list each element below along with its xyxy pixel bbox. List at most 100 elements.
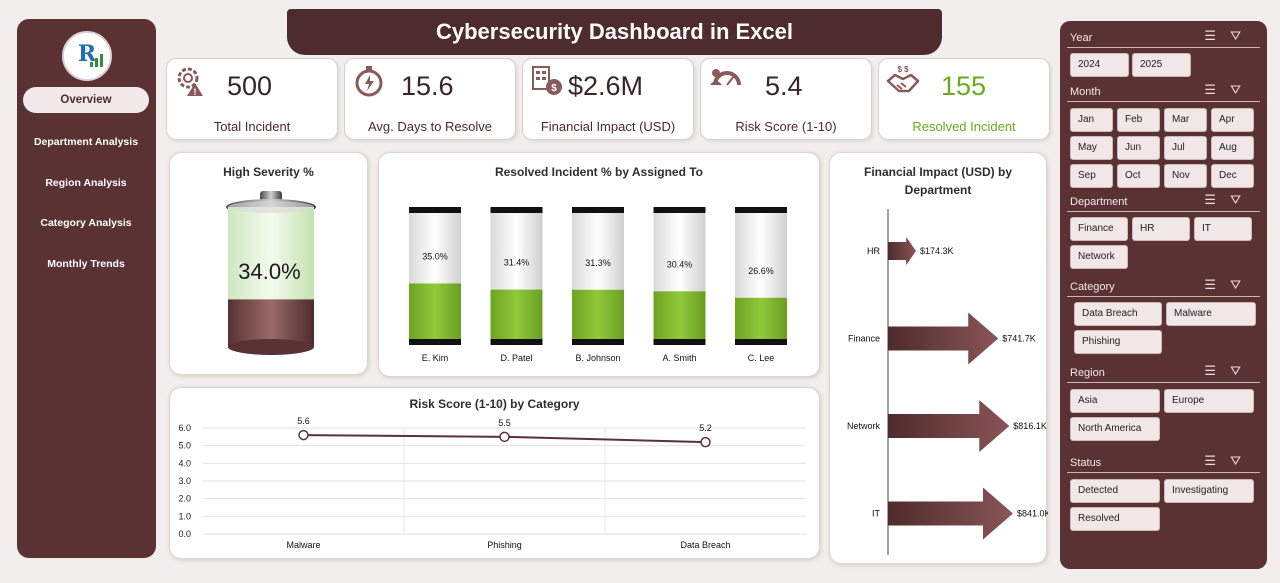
department-label: Network: [847, 421, 881, 431]
svg-text:$ $: $ $: [897, 65, 909, 74]
slicer-month-item[interactable]: May: [1070, 136, 1113, 160]
kpi-label: Avg. Days to Resolve: [367, 119, 493, 134]
panel-title: High Severity %: [223, 165, 314, 179]
finance-icon: $: [532, 66, 562, 95]
slicer-region-item[interactable]: Asia: [1070, 389, 1160, 413]
kpi-card-resolved-incident: $ $ 155 Resolved Incident: [878, 58, 1050, 140]
kpi-label: Resolved Incident: [912, 119, 1016, 134]
slicer-region-controls: ☰⛛: [1204, 364, 1255, 379]
slicer-status-item[interactable]: Resolved: [1070, 507, 1160, 531]
slicer-month-item[interactable]: Mar: [1164, 108, 1207, 132]
slicer-category-item[interactable]: Phishing: [1074, 330, 1162, 354]
x-category-label: Data Breach: [680, 540, 730, 550]
slicer-status-controls: ☰⛛: [1204, 454, 1255, 469]
financial-impact-panel: Financial Impact (USD) by Department HR $…: [829, 152, 1048, 564]
slicer-department-item[interactable]: Finance: [1070, 217, 1128, 241]
financial-arrow[interactable]: [888, 400, 1010, 452]
slicer-department-item[interactable]: IT: [1194, 217, 1252, 241]
resolved-bar[interactable]: [653, 291, 706, 343]
resolved-bar[interactable]: [735, 297, 787, 343]
bar-data-label: 26.6%: [748, 266, 774, 276]
nav-monthly-trends-button[interactable]: Monthly Trends: [47, 258, 125, 270]
slicer-month-item[interactable]: Jan: [1070, 108, 1113, 132]
slicer-department-item[interactable]: HR: [1132, 217, 1190, 241]
gear-warning-icon: !: [177, 67, 203, 97]
y-tick-label: 4.0: [178, 458, 191, 468]
financial-arrow[interactable]: [888, 237, 916, 265]
clear-filter-icon[interactable]: ⛛: [1230, 193, 1255, 208]
kpi-card-risk-score: 5.4 Risk Score (1-10): [700, 58, 872, 140]
clear-filter-icon[interactable]: ⛛: [1230, 29, 1255, 44]
x-category-label: Phishing: [487, 540, 522, 550]
clear-filter-icon[interactable]: ⛛: [1230, 364, 1255, 379]
page-title: Cybersecurity Dashboard in Excel: [287, 9, 942, 55]
clear-filter-icon[interactable]: ⛛: [1230, 83, 1255, 98]
multi-select-icon[interactable]: ☰: [1204, 364, 1231, 379]
resolved-bars-chart: 35.0% E. Kim 31.4% D. Patel 31.3% B. Johnson 3…: [409, 207, 787, 363]
financial-arrows-chart: HR $174.3K Finance $741.7K Network $816.1K IT $…: [847, 209, 1048, 555]
multi-select-icon[interactable]: ☰: [1204, 454, 1231, 469]
resolved-bar[interactable]: [409, 283, 461, 344]
slicer-region-item[interactable]: Europe: [1164, 389, 1254, 413]
slicer-month-item[interactable]: Feb: [1117, 108, 1160, 132]
risk-line-chart: 0.0 1.0 2.0 3.0 4.0 5.0 6.0 5.6 Malware 5.5 Phishi…: [178, 416, 806, 550]
slicer-year-item[interactable]: 2024: [1070, 53, 1129, 77]
slicer-status-item[interactable]: Investigating: [1164, 479, 1254, 503]
slicer-category-item[interactable]: Malware: [1166, 302, 1256, 326]
financial-data-label: $841.0K: [1017, 509, 1048, 519]
slicer-status-item[interactable]: Detected: [1070, 479, 1160, 503]
y-tick-label: 6.0: [178, 423, 191, 433]
clear-filter-icon[interactable]: ⛛: [1230, 454, 1255, 469]
slicer-department-controls: ☰⛛: [1204, 193, 1255, 208]
slicer-month-item[interactable]: Sep: [1070, 164, 1113, 188]
nav-department-analysis-button[interactable]: Department Analysis: [33, 136, 139, 148]
bar-category-label: C. Lee: [748, 353, 775, 363]
handshake-icon: $ $: [886, 65, 920, 93]
nav-category-analysis-button[interactable]: Category Analysis: [40, 217, 132, 229]
clear-filter-icon[interactable]: ⛛: [1230, 278, 1255, 293]
resolved-bar[interactable]: [572, 289, 624, 343]
slicer-category-title: Category: [1070, 281, 1115, 293]
kpi-value: 15.6: [401, 71, 454, 101]
kpi-label: Financial Impact (USD): [540, 119, 676, 134]
panel-title-line1: Financial Impact (USD) by: [863, 165, 1013, 179]
slicer-month-item[interactable]: Jun: [1117, 136, 1160, 160]
bar-category-label: B. Johnson: [575, 353, 620, 363]
financial-arrow[interactable]: [888, 312, 999, 365]
slicer-region-title: Region: [1070, 367, 1105, 379]
slicer-department-item[interactable]: Network: [1070, 245, 1128, 269]
y-tick-label: 5.0: [178, 441, 191, 451]
kpi-value: $2.6M: [568, 71, 644, 101]
resolved-by-assignee-panel: Resolved Incident % by Assigned To 35.0%…: [378, 152, 820, 377]
slicer-month-item[interactable]: Aug: [1211, 136, 1254, 160]
risk-data-label: 5.6: [297, 416, 310, 426]
slicer-month-item[interactable]: Apr: [1211, 108, 1254, 132]
y-tick-label: 3.0: [178, 476, 191, 486]
slicer-year-item[interactable]: 2025: [1132, 53, 1191, 77]
financial-arrow[interactable]: [888, 487, 1013, 540]
slicer-category-item[interactable]: Data Breach: [1074, 302, 1162, 326]
slicer-month-item[interactable]: Dec: [1211, 164, 1254, 188]
multi-select-icon[interactable]: ☰: [1204, 278, 1231, 293]
bar-cap-top: [653, 207, 706, 213]
multi-select-icon[interactable]: ☰: [1204, 83, 1231, 98]
bar-cap-bottom: [572, 339, 624, 345]
kpi-card-avg-days: 15.6 Avg. Days to Resolve: [344, 58, 516, 140]
slicer-month-controls: ☰⛛: [1204, 83, 1255, 98]
risk-data-point[interactable]: [700, 436, 711, 448]
department-label: Finance: [848, 334, 880, 344]
bar-cap-bottom: [735, 339, 787, 345]
multi-select-icon[interactable]: ☰: [1204, 29, 1231, 44]
slicer-month-item[interactable]: Oct: [1117, 164, 1160, 188]
nav-region-analysis-button[interactable]: Region Analysis: [45, 177, 127, 189]
nav-overview-button[interactable]: Overview: [23, 87, 149, 113]
slicer-month-item[interactable]: Nov: [1164, 164, 1207, 188]
multi-select-icon[interactable]: ☰: [1204, 193, 1231, 208]
slicer-region-item[interactable]: North America: [1070, 417, 1160, 441]
risk-data-point[interactable]: [298, 429, 309, 441]
slicer-month-item[interactable]: Jul: [1164, 136, 1207, 160]
bar-cap-top: [572, 207, 624, 213]
risk-data-point[interactable]: [499, 431, 510, 443]
resolved-bar[interactable]: [490, 289, 543, 343]
slicer-year-title: Year: [1070, 32, 1093, 44]
